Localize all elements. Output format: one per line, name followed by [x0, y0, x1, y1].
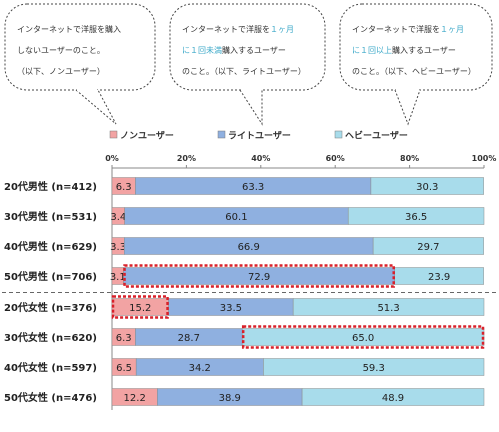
- highlight-frame: [241, 325, 485, 349]
- data-label: 72.9: [248, 272, 270, 283]
- callout-text: インターネットで洋服を: [182, 24, 270, 34]
- legend: ノンユーザー ライトユーザー ヘビーユーザー: [109, 130, 408, 142]
- data-label: 63.3: [242, 182, 264, 193]
- callout-line: のこと。（以下、ヘビーユーザー）: [352, 67, 476, 76]
- callout-tail: [394, 89, 421, 126]
- highlight-frame: [111, 295, 169, 319]
- category-label: 50代男性 (n=706): [4, 270, 97, 283]
- bar-row: 40代女性 (n=597) 6.5 34.2 59.3: [4, 358, 485, 376]
- data-label: 38.9: [219, 393, 241, 404]
- callout-text: （以下、ノンユーザー）: [17, 67, 105, 76]
- data-label: 36.5: [405, 212, 427, 223]
- callout-line: インターネットで洋服を購入: [17, 24, 121, 34]
- legend-swatch: [334, 130, 343, 139]
- callout-highlight: １ヶ月: [270, 25, 294, 34]
- callout-text: 購入するユーザー: [392, 45, 456, 55]
- category-label: 30代男性 (n=531): [4, 210, 97, 223]
- callout-line: しないユーザーのこと。: [17, 46, 105, 55]
- bar-row: 30代男性 (n=531) 3.4 60.1 36.5: [4, 207, 485, 225]
- bar-segment: [301, 388, 485, 406]
- data-label: 51.3: [377, 303, 399, 314]
- data-label: 6.5: [116, 363, 132, 374]
- callout-highlight: に１回以上: [352, 46, 392, 55]
- category-label: 20代男性 (n=412): [4, 180, 97, 193]
- data-label: 23.9: [428, 272, 450, 283]
- callout-tail: [75, 89, 117, 125]
- callout-2: インターネットで洋服を１ヶ月に１回未満購入するユーザーのこと。（以下、ライトユー…: [169, 3, 326, 126]
- bar-segment: [347, 207, 485, 225]
- data-label: 28.7: [178, 333, 200, 344]
- data-label: 6.3: [116, 333, 132, 344]
- x-tick-label: 100%: [472, 154, 497, 163]
- callout-line: インターネットで洋服を１ヶ月: [352, 24, 464, 34]
- callout-3: インターネットで洋服を１ヶ月に１回以上購入するユーザーのこと。（以下、ヘビーユー…: [339, 3, 493, 126]
- x-tick-label: 80%: [400, 154, 419, 163]
- x-tick-label: 60%: [326, 154, 345, 163]
- callout-text: しないユーザーのこと。: [17, 46, 105, 55]
- legend-swatch: [109, 130, 118, 139]
- data-label: 48.9: [382, 393, 404, 404]
- data-label: 66.9: [238, 242, 260, 253]
- data-label: 33.5: [220, 303, 242, 314]
- callout-highlight: １ヶ月: [440, 25, 464, 34]
- legend-swatch: [217, 130, 226, 139]
- bar-segment: [263, 358, 485, 376]
- bar-segment: [292, 298, 485, 316]
- data-label: 3.1: [110, 272, 126, 283]
- data-label: 15.2: [129, 303, 151, 314]
- callout-text: 購入するユーザー: [222, 45, 286, 55]
- data-label: 3.3: [110, 242, 126, 253]
- bar-segment: [372, 237, 484, 255]
- data-label: 59.3: [363, 363, 385, 374]
- category-label: 30代女性 (n=620): [4, 331, 97, 344]
- data-label: 12.2: [124, 393, 146, 404]
- category-label: 40代女性 (n=597): [4, 361, 97, 374]
- callout-text: インターネットで洋服を: [352, 24, 440, 34]
- bar-segment: [370, 177, 484, 195]
- legend-label: ヘビーユーザー: [345, 130, 408, 142]
- x-tick-label: 20%: [177, 154, 196, 163]
- bar-row: 20代女性 (n=376) 15.2 33.5 51.3: [4, 298, 485, 316]
- data-label: 6.3: [116, 182, 132, 193]
- category-label: 50代女性 (n=476): [4, 391, 97, 404]
- callout-highlight: に１回未満: [182, 45, 222, 55]
- data-label: 65.0: [352, 333, 374, 344]
- callout-line: に１回未満購入するユーザー: [182, 45, 286, 55]
- bar-rows: 20代男性 (n=412) 6.3 63.3 30.3 30代男性 (n=531) 3.4…: [2, 177, 497, 406]
- x-tick-label: 40%: [251, 154, 270, 163]
- callout-text: インターネットで洋服を購入: [17, 24, 121, 34]
- category-label: 40代男性 (n=629): [4, 240, 97, 253]
- data-label: 3.4: [110, 212, 126, 223]
- legend-label: ライトユーザー: [228, 131, 291, 142]
- data-label: 29.7: [417, 242, 439, 253]
- data-label: 30.3: [416, 182, 438, 193]
- callout-text: のこと。（以下、ライトユーザー）: [182, 67, 306, 76]
- callout-line: に１回以上購入するユーザー: [352, 45, 456, 55]
- bar-row: 20代男性 (n=412) 6.3 63.3 30.3: [4, 177, 484, 195]
- x-tick-label: 0%: [105, 154, 119, 163]
- callouts: インターネットで洋服を購入しないユーザーのこと。（以下、ノンユーザー）インターネ…: [4, 3, 493, 126]
- bar-row: 50代女性 (n=476) 12.2 38.9 48.9: [4, 388, 485, 406]
- callout-text: のこと。（以下、ヘビーユーザー）: [352, 67, 476, 76]
- callout-line: のこと。（以下、ライトユーザー）: [182, 67, 306, 76]
- callout-line: インターネットで洋服を１ヶ月: [182, 24, 294, 34]
- callout-tail: [239, 89, 263, 126]
- bar-row: 40代男性 (n=629) 3.3 66.9 29.7: [4, 237, 484, 255]
- data-label: 60.1: [225, 212, 247, 223]
- data-label: 34.2: [189, 363, 211, 374]
- category-label: 20代女性 (n=376): [4, 301, 97, 314]
- callout-line: （以下、ノンユーザー）: [17, 67, 105, 76]
- bar-segment: [394, 267, 484, 285]
- bar-row: 50代男性 (n=706) 3.1 72.9 23.9: [4, 267, 484, 285]
- legend-label: ノンユーザー: [120, 131, 174, 142]
